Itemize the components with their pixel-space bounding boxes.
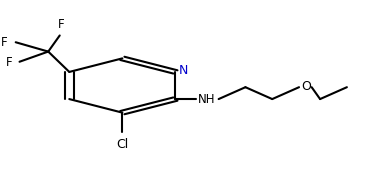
Text: F: F <box>1 36 7 49</box>
Text: O: O <box>301 80 311 93</box>
Text: N: N <box>179 64 188 77</box>
Text: F: F <box>6 56 13 69</box>
Text: Cl: Cl <box>116 138 129 151</box>
Text: NH: NH <box>198 93 216 106</box>
Text: F: F <box>58 18 65 31</box>
